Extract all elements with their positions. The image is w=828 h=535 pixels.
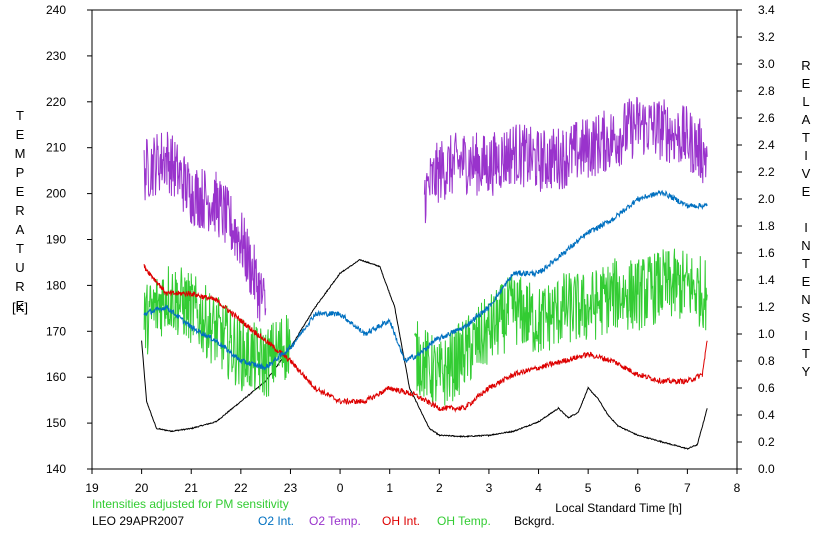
x-tick-label: 4 (535, 481, 542, 495)
right-axis-label-letter: T (802, 256, 810, 271)
left-tick-label: 240 (46, 3, 66, 17)
left-tick-label: 150 (46, 416, 66, 430)
left-axis-unit: [K] (12, 300, 28, 315)
left-axis-label-letter: R (15, 203, 24, 218)
x-tick-label: 23 (284, 481, 298, 495)
right-axis-label-letter: I (804, 220, 808, 235)
right-tick-label: 0.4 (758, 408, 775, 422)
x-tick-label: 22 (234, 481, 248, 495)
left-axis-label-letter: M (15, 146, 26, 161)
right-axis-label-letter: R (801, 58, 810, 73)
right-tick-label: 1.0 (758, 327, 775, 341)
left-axis-label-letter: A (16, 222, 25, 237)
station-date-label: LEO 29APR2007 (92, 514, 184, 528)
x-tick-label: 6 (634, 481, 641, 495)
pm-sensitivity-note: Intensities adjusted for PM sensitivity (92, 497, 289, 511)
left-axis-label-letter: T (16, 241, 24, 256)
left-tick-label: 230 (46, 49, 66, 63)
left-tick-label: 160 (46, 370, 66, 384)
legend-oh-int: OH Int. (382, 514, 420, 528)
right-tick-label: 0.6 (758, 381, 775, 395)
right-axis-label-letter: I (804, 328, 808, 343)
right-axis-label-letter: T (802, 346, 810, 361)
right-axis-label-letter: N (801, 238, 810, 253)
series-line-o2-temp (143, 131, 267, 322)
right-axis-label-letter: V (802, 166, 811, 181)
right-axis-label-letter: E (802, 76, 811, 91)
right-tick-label: 2.4 (758, 138, 775, 152)
left-axis: 140 150 160 170 180 190 200 210 220 230 240 (46, 3, 92, 476)
left-axis-label-letter: E (16, 184, 25, 199)
right-axis-label-letter: T (802, 130, 810, 145)
left-tick-label: 170 (46, 324, 66, 338)
x-axis-label: Local Standard Time [h] (555, 501, 682, 515)
left-tick-label: 180 (46, 278, 66, 292)
x-tick-label: 19 (85, 481, 99, 495)
left-axis-label-letter: E (16, 127, 25, 142)
right-tick-label: 1.2 (758, 300, 775, 314)
legend-o2-temp: O2 Temp. (309, 514, 361, 528)
left-axis-label-letter: T (16, 108, 24, 123)
plot-series (141, 96, 708, 451)
series-line-oh-int (143, 264, 708, 413)
right-axis-label-letter: E (802, 274, 811, 289)
right-tick-label: 1.8 (758, 219, 775, 233)
right-tick-label: 2.8 (758, 84, 775, 98)
right-tick-label: 1.4 (758, 273, 775, 287)
x-tick-label: 8 (734, 481, 741, 495)
right-tick-label: 2.6 (758, 111, 775, 125)
right-tick-label: 2.0 (758, 192, 775, 206)
right-axis-label-letter: N (801, 292, 810, 307)
left-tick-label: 190 (46, 233, 66, 247)
right-tick-label: 3.2 (758, 30, 775, 44)
left-tick-label: 220 (46, 95, 66, 109)
x-tick-label: 1 (386, 481, 393, 495)
x-tick-label: 5 (585, 481, 592, 495)
right-axis-label-letter: A (802, 112, 811, 127)
series-line-oh-temp (143, 266, 291, 397)
right-tick-label: 0.8 (758, 354, 775, 368)
left-axis-label-letter: E (16, 298, 25, 313)
left-tick-label: 210 (46, 141, 66, 155)
left-axis-label-letter: U (15, 260, 24, 275)
right-tick-label: 0.0 (758, 462, 775, 476)
right-tick-label: 3.0 (758, 57, 775, 71)
series-line-oh-temp (414, 248, 708, 406)
left-tick-label: 140 (46, 462, 66, 476)
series-line-bckgrd (141, 259, 708, 451)
x-axis: 19 20 21 22 23 0 1 2 3 4 5 6 7 8 (85, 469, 741, 495)
legend-o2-int: O2 Int. (258, 514, 294, 528)
x-tick-label: 2 (436, 481, 443, 495)
left-axis-label-letter: P (16, 165, 25, 180)
right-axis-label-letter: E (802, 184, 811, 199)
series-line-o2-temp (423, 96, 708, 224)
x-tick-label: 3 (486, 481, 493, 495)
left-tick-label: 200 (46, 187, 66, 201)
x-tick-label: 0 (337, 481, 344, 495)
right-tick-label: 1.6 (758, 246, 775, 260)
left-axis-label-letter: R (15, 279, 24, 294)
right-axis-label-letter: I (804, 148, 808, 163)
right-axis: 0.0 0.2 0.4 0.6 0.8 1.0 1.2 1.4 1.6 1.8 2.0 2.2 2.4 2… (737, 3, 775, 476)
right-tick-label: 0.2 (758, 435, 775, 449)
right-tick-label: 2.2 (758, 165, 775, 179)
right-tick-label: 3.4 (758, 3, 775, 17)
x-tick-label: 7 (684, 481, 691, 495)
legend-oh-temp: OH Temp. (437, 514, 491, 528)
x-tick-label: 20 (135, 481, 149, 495)
right-axis-label-letter: L (802, 94, 809, 109)
x-tick-label: 21 (185, 481, 199, 495)
right-axis-label-letter: S (802, 310, 811, 325)
legend-bckgrd: Bckgrd. (514, 514, 555, 528)
right-axis-label-letter: Y (802, 364, 811, 379)
legend: O2 Int. O2 Temp. OH Int. OH Temp. Bckgrd. (258, 514, 555, 528)
series-line-o2-int (143, 189, 708, 371)
